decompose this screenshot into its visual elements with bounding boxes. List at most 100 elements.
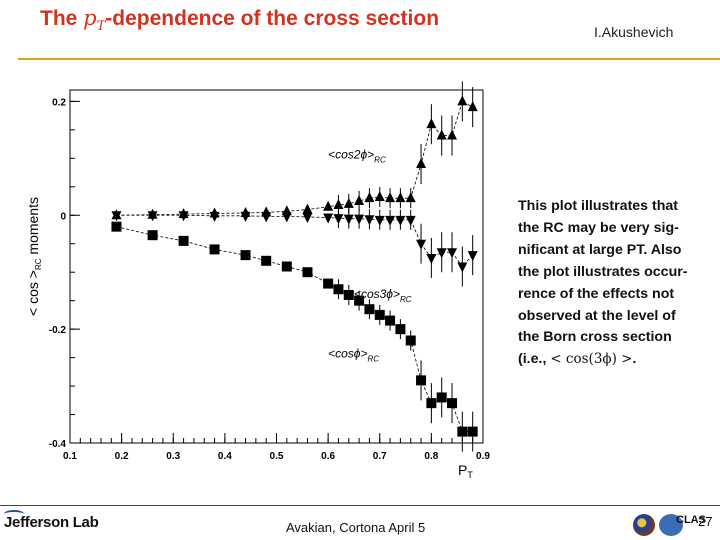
clas-logo-text: CLAS bbox=[676, 514, 706, 526]
data-point-triangle-down bbox=[436, 248, 447, 259]
x-tick-label: 0.5 bbox=[270, 451, 284, 462]
data-point-square bbox=[354, 295, 365, 306]
x-tick-label: 0.1 bbox=[63, 451, 77, 462]
data-point-triangle-down bbox=[261, 212, 272, 223]
data-point-triangle-down bbox=[447, 248, 458, 259]
data-point-triangle-down bbox=[364, 215, 375, 226]
series-label: <cos2ϕ>RC bbox=[328, 147, 386, 164]
data-point-triangle-up bbox=[426, 118, 437, 129]
jefferson-lab-logo: Jefferson Lab bbox=[4, 514, 99, 531]
y-tick-label: -0.2 bbox=[49, 325, 67, 336]
data-point-square bbox=[209, 244, 220, 255]
note-line-last: (i.e., < cos(3ϕ) >. bbox=[518, 351, 637, 368]
note-math: < cos(3ϕ) > bbox=[550, 351, 633, 368]
x-tick-label: 0.9 bbox=[476, 451, 490, 462]
data-point-triangle-up bbox=[447, 129, 458, 140]
data-point-triangle-down bbox=[457, 262, 468, 273]
data-point-square bbox=[323, 278, 334, 289]
data-point-triangle-up bbox=[333, 199, 344, 210]
x-tick-label: 0.6 bbox=[321, 451, 335, 462]
data-point-triangle-up bbox=[416, 158, 427, 169]
data-point-triangle-down bbox=[395, 215, 406, 226]
note-line: nificant at large PT. Also bbox=[518, 241, 682, 258]
page-number: 27 bbox=[698, 514, 713, 529]
data-point-triangle-down bbox=[240, 211, 251, 222]
data-point-square bbox=[426, 398, 437, 409]
clas-logo-icon bbox=[659, 514, 683, 536]
data-point-triangle-up bbox=[323, 200, 334, 211]
data-point-square bbox=[374, 309, 385, 320]
x-axis-label: PT bbox=[458, 462, 473, 480]
explanation-text: This plot illustrates that the RC may be… bbox=[518, 196, 693, 371]
series-label: <cosϕ>RC bbox=[328, 347, 379, 364]
footer-divider bbox=[0, 505, 720, 506]
data-point-square bbox=[385, 315, 396, 326]
seal-logo-icon bbox=[633, 514, 655, 536]
x-tick-label: 0.7 bbox=[373, 451, 387, 462]
series-line bbox=[116, 226, 473, 433]
data-point-square bbox=[302, 267, 313, 278]
y-tick-label: 0.2 bbox=[52, 97, 66, 108]
data-point-square bbox=[240, 250, 251, 261]
data-point-square bbox=[343, 289, 354, 300]
data-point-triangle-up bbox=[343, 197, 354, 208]
data-point-square bbox=[436, 392, 447, 403]
data-point-square bbox=[416, 375, 427, 386]
data-point-triangle-down bbox=[343, 214, 354, 225]
data-point-square bbox=[395, 324, 406, 335]
data-point-square bbox=[111, 221, 122, 232]
data-point-triangle-down bbox=[426, 253, 437, 264]
title-divider bbox=[18, 58, 720, 60]
y-axis-label: < cos >RC moments bbox=[25, 197, 43, 316]
title-pt-symbol: pT bbox=[83, 6, 106, 35]
note-line: observed at the level of bbox=[518, 307, 676, 324]
data-point-triangle-up bbox=[385, 192, 396, 203]
x-tick-label: 0.3 bbox=[166, 451, 180, 462]
data-point-square bbox=[147, 230, 158, 241]
data-point-triangle-down bbox=[333, 214, 344, 225]
note-line: This plot illustrates that bbox=[518, 198, 679, 214]
x-tick-label: 0.2 bbox=[115, 451, 129, 462]
data-point-triangle-down bbox=[323, 213, 334, 224]
cross-section-chart: 0.1 0.2 0.3 0.4 0.5 0.6 0.7 0.8 0.9 -0.4 -0.2 0 0.2 P… bbox=[25, 81, 490, 480]
x-tick-label: 0.4 bbox=[218, 451, 232, 462]
title-prefix: The bbox=[40, 7, 84, 30]
data-point-square bbox=[447, 398, 458, 409]
data-point-triangle-up bbox=[467, 101, 478, 112]
x-tick-label: 0.8 bbox=[424, 451, 438, 462]
data-point-triangle-up bbox=[457, 95, 468, 106]
data-point-triangle-up bbox=[395, 192, 406, 203]
data-point-triangle-up bbox=[436, 129, 447, 140]
data-point-triangle-up bbox=[354, 195, 365, 206]
data-point-square bbox=[281, 261, 292, 272]
series-line bbox=[116, 100, 473, 216]
data-point-triangle-down bbox=[374, 215, 385, 226]
data-point-triangle-up bbox=[302, 203, 313, 214]
data-point-triangle-down bbox=[147, 211, 158, 222]
data-point-triangle-down bbox=[405, 215, 416, 226]
data-point-triangle-down bbox=[281, 212, 292, 223]
data-point-triangle-up bbox=[374, 191, 385, 202]
note-line: the Born cross section bbox=[518, 329, 672, 346]
data-point-square bbox=[178, 235, 189, 246]
data-point-triangle-down bbox=[111, 211, 122, 222]
data-point-triangle-down bbox=[354, 214, 365, 225]
data-point-triangle-down bbox=[302, 212, 313, 223]
data-point-triangle-down bbox=[416, 239, 427, 250]
data-point-square bbox=[467, 426, 478, 437]
data-point-triangle-down bbox=[178, 211, 189, 222]
note-line: rence of the effects not bbox=[518, 285, 675, 302]
data-point-square bbox=[333, 284, 344, 295]
author-name: I.Akushevich bbox=[594, 24, 674, 40]
series-label: <cos3ϕ>RC bbox=[354, 287, 412, 304]
data-point-square bbox=[364, 304, 375, 315]
title-suffix: -dependence of the cross section bbox=[105, 7, 440, 30]
footer-text: Avakian, Cortona April 5 bbox=[286, 520, 426, 535]
note-line: the plot illustrates occur- bbox=[518, 263, 688, 280]
data-point-square bbox=[405, 335, 416, 346]
data-point-triangle-up bbox=[405, 192, 416, 203]
data-point-square bbox=[261, 255, 272, 266]
y-tick-label: 0 bbox=[60, 211, 66, 222]
data-point-triangle-down bbox=[467, 251, 478, 262]
data-point-triangle-down bbox=[209, 211, 220, 222]
